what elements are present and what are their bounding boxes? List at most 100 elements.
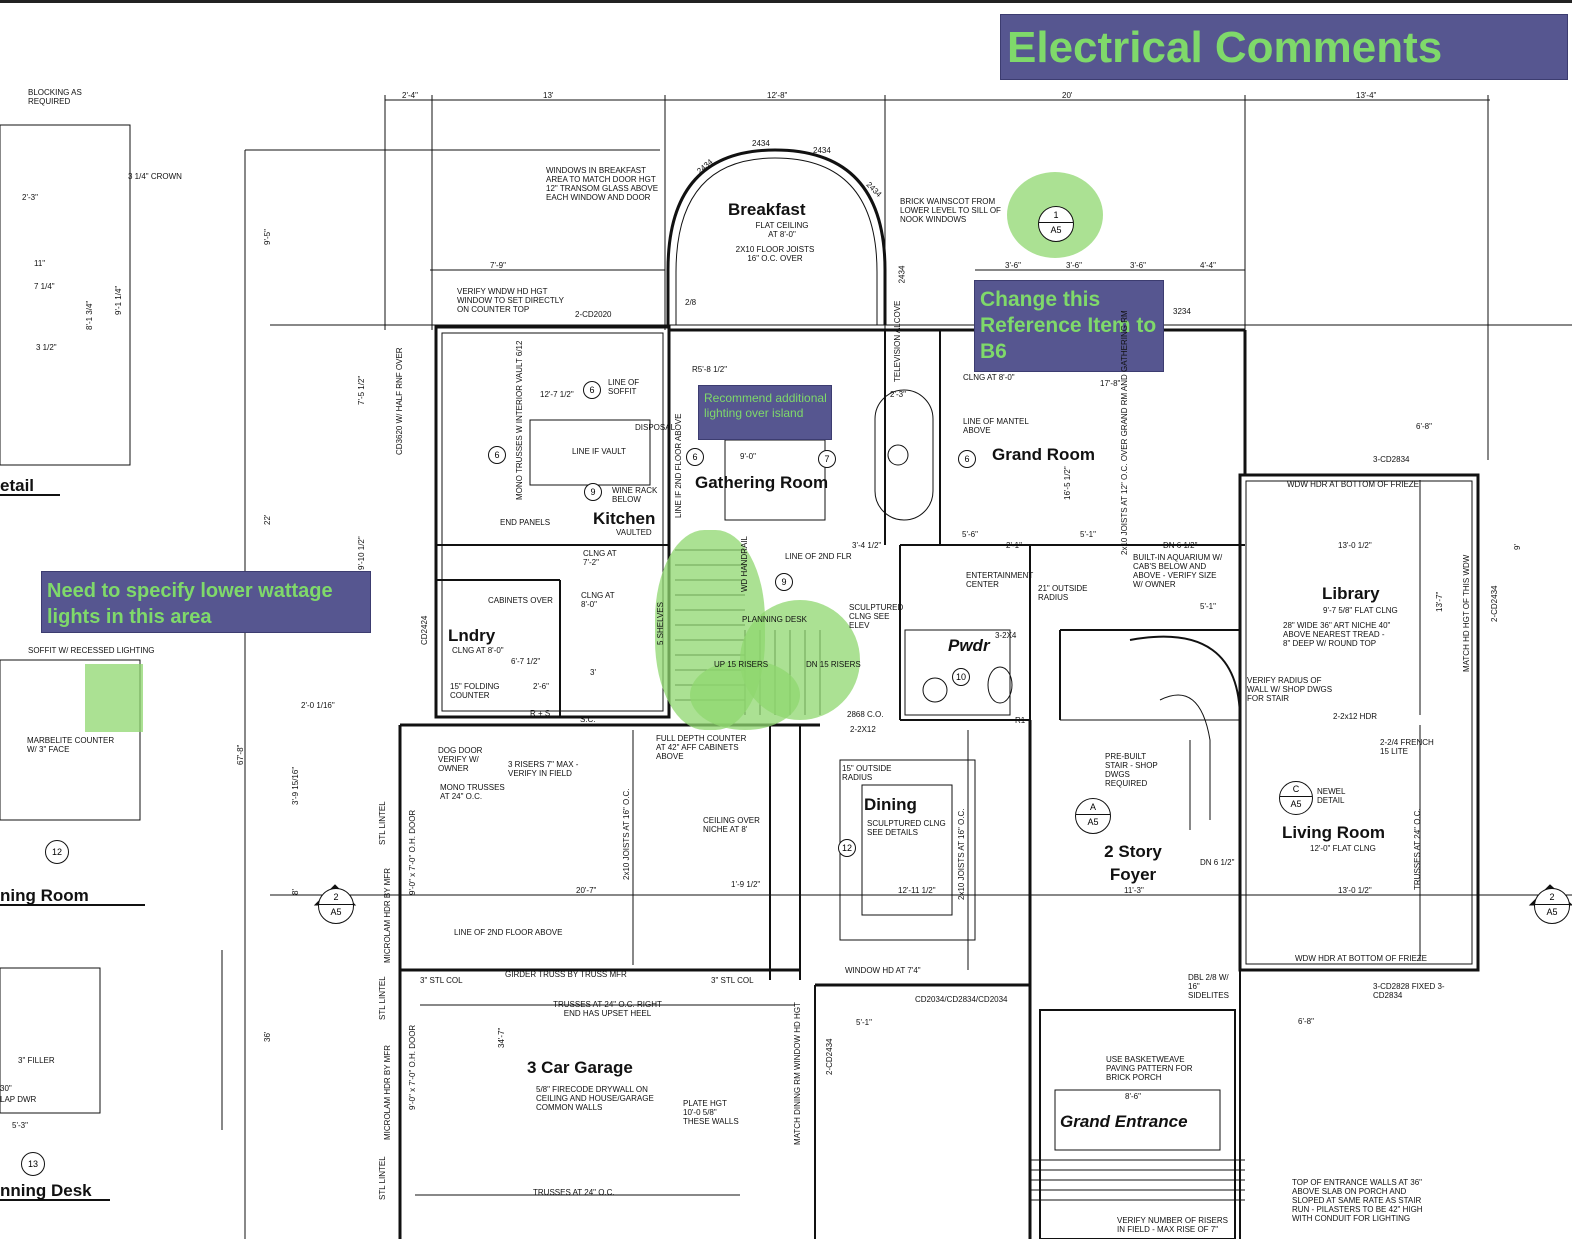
note-end-panels: END PANELS (500, 518, 551, 527)
dim-mid: 5'-6" (962, 530, 978, 539)
note-verify-wndw: VERIFY WNDW HD HGT WINDOW TO SET DIRECTL… (457, 287, 564, 314)
note-grand-clng: CLNG AT 8'-0" (963, 373, 1015, 382)
dim-grand: 3'-6" (1130, 261, 1146, 270)
note-clng-8-0: CLNG AT 8'-0" (581, 591, 615, 609)
room-living: Living Room (1282, 823, 1385, 842)
reference-2-right-top: 2 (1535, 889, 1569, 905)
note-match-hd: MATCH HD HGT OF THIS WDW (1462, 554, 1471, 672)
dim-detail: 11" (34, 259, 46, 268)
note-kitchen-vaulted: VAULTED (616, 528, 652, 537)
note-stl-col-1: 3" STL COL (420, 976, 463, 985)
reference-2-a5-left[interactable]: 2 A5 (318, 888, 354, 924)
dim-kitchen: R5'-8 1/2" (692, 365, 728, 374)
dim-library: 5'-1" (1080, 530, 1096, 539)
note-trusses-24-oc: TRUSSES AT 24" O.C. (1413, 808, 1422, 890)
dim-library: 13'-0 1/2" (1338, 541, 1372, 550)
dim-kitchen: 3' (590, 668, 596, 677)
note-art-niche: 28" WIDE 36" ART NICHE 40" ABOVE NEAREST… (1283, 621, 1391, 648)
room-breakfast: Breakfast (728, 200, 806, 219)
dim-garage-v: 34'-7" (497, 1027, 506, 1048)
note-cd2020: 2-CD2020 (575, 310, 612, 319)
note-newel-detail: NEWEL DETAIL (1317, 787, 1346, 805)
dim-mid: 6'-7 1/2" (511, 657, 541, 666)
note-crown: 3 1/4" CROWN (128, 172, 182, 181)
room-grand: Grand Room (992, 445, 1095, 464)
reference-a-a5[interactable]: A A5 (1075, 798, 1111, 834)
dim-detail: 5'-3" (12, 1121, 28, 1130)
note-line-of-mantel: LINE OF MANTEL ABOVE (963, 417, 1029, 435)
note-dog-door: DOG DOOR VERIFY W/ OWNER (438, 746, 483, 773)
light-tag: 9 (584, 483, 602, 501)
dim-mid: 1'-9 1/2" (731, 880, 761, 889)
note-blocking: BLOCKING AS REQUIRED (28, 88, 82, 106)
note-line-2nd-flr: LINE OF 2ND FLR (785, 552, 852, 561)
note-line-if-2nd-floor: LINE IF 2ND FLOOR ABOVE (674, 413, 683, 518)
dim-left-v: 9'-10 1/2" (357, 536, 366, 570)
island-lighting-comment[interactable]: Recommend additional lighting over islan… (698, 385, 832, 440)
note-stl-col-2: 3" STL COL (711, 976, 754, 985)
dim-kitchen: 2'-3" (890, 390, 906, 399)
light-tag: 7 (818, 450, 836, 468)
dim-grand: 3'-6" (1005, 261, 1021, 270)
dim-library-v3: 9' (1513, 544, 1522, 550)
note-disposal: DISPOSAL (635, 423, 676, 432)
note-oh-door-2: 9'-0" x 7'-0" O.H. DOOR (408, 1024, 417, 1110)
dim-grand: 3'-6" (1066, 261, 1082, 270)
note-cd2828-fixed: 3-CD2828 FIXED 3-CD2834 (1373, 982, 1445, 1000)
note-cd3620: CD3620 W/ HALF RNF OVER (395, 347, 404, 455)
planning-desk-detail-heading: nning Desk (0, 1181, 92, 1200)
dim-library: 5'-1" (1200, 602, 1216, 611)
note-wdw-hdr-frieze: WDW HDR AT BOTTOM OF FRIEZE (1287, 480, 1419, 489)
note-up-15-risers: UP 15 RISERS (714, 660, 769, 669)
reference-change-comment[interactable]: Change this Reference Item to B6 (974, 280, 1164, 372)
dim-top: 13' (543, 91, 554, 100)
dim-detail: 7 1/4" (34, 282, 55, 291)
reference-1-top: 1 (1039, 207, 1073, 223)
dim-top: 12'-8" (767, 91, 788, 100)
dim-library-v: 13'-7" (1435, 591, 1444, 612)
lower-wattage-comment[interactable]: Need to specify lower wattage lights in … (41, 571, 371, 633)
note-window-hd: WINDOW HD AT 7'4" (845, 966, 921, 975)
dim-kitchen: 12'-7 1/2" (540, 390, 574, 399)
note-marbelite: MARBELITE COUNTER W/ 3" FACE (27, 736, 115, 754)
note-top-entrance: TOP OF ENTRANCE WALLS AT 36" ABOVE SLAB … (1292, 1178, 1423, 1223)
reference-2-left-bottom: A5 (330, 907, 342, 917)
dim-detail: 2'-3" (22, 193, 38, 202)
note-dining-sculptured: SCULPTURED CLNG SEE DETAILS (867, 819, 946, 837)
dim-top: 20' (1062, 91, 1073, 100)
note-three-risers: 3 RISERS 7" MAX - VERIFY IN FIELD (508, 760, 579, 778)
dim-left-v: 8'-1 3/4" (85, 300, 94, 330)
light-tag: 6 (583, 381, 601, 399)
note-basketweave: USE BASKETWEAVE PAVING PATTERN FOR BRICK… (1106, 1055, 1193, 1082)
note-rs: R + S (530, 709, 551, 718)
note-french-lite: 2-2/4 FRENCH 15 LITE (1380, 738, 1434, 756)
window-tag: 2/8 (685, 298, 697, 307)
note-library-clng: 9'-7 5/8" FLAT CLNG (1323, 606, 1398, 615)
note-trusses-upset: TRUSSES AT 24" O.C. RIGHT END HAS UPSET … (553, 1000, 662, 1018)
dining-room-detail-heading: ning Room (0, 886, 89, 905)
dim-left-v: 67'-8" (236, 744, 245, 765)
light-tag: 6 (488, 446, 506, 464)
detail-heading: etail (0, 476, 35, 495)
dim-left-v: 8' (291, 889, 300, 895)
note-line-if-vault: LINE IF VAULT (572, 447, 626, 456)
note-joists-16-dining: 2x10 JOISTS AT 16" O.C. (957, 808, 966, 900)
dim-grand-v: 16'-5 1/2" (1063, 466, 1072, 500)
dim-mid: 2'-6" (533, 682, 549, 691)
note-living-clng: 12'-0" FLAT CLNG (1310, 844, 1376, 853)
note-full-depth-counter: FULL DEPTH COUNTER AT 42" AFF CABINETS A… (656, 734, 747, 761)
note-five-shelves: 5 SHELVES (656, 602, 665, 645)
dim-library-v2: 2-CD2434 (1490, 585, 1499, 622)
note-wine-rack: WINE RACK BELOW (612, 486, 658, 504)
reference-c-a5[interactable]: C A5 (1279, 781, 1313, 815)
light-tag: 12 (838, 839, 856, 857)
note-dn-15-risers: DN 15 RISERS (806, 660, 861, 669)
top-border (0, 0, 1572, 3)
room-kitchen: Kitchen (593, 509, 656, 528)
dim-library: 6'-8" (1416, 422, 1432, 431)
reference-2-a5-right[interactable]: 2 A5 (1534, 888, 1570, 924)
dim-mid: 8'-6" (1125, 1092, 1141, 1101)
note-lap-dwr: LAP DWR (0, 1095, 37, 1104)
reference-1-bottom: A5 (1050, 225, 1062, 235)
reference-1-a5[interactable]: 1 A5 (1038, 206, 1074, 242)
